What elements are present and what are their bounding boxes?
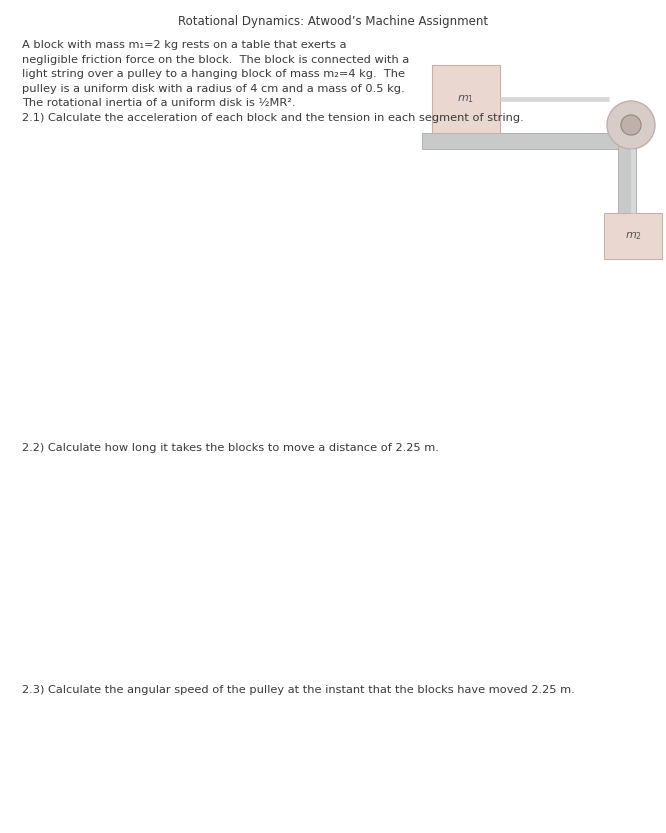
Text: $m_2$: $m_2$ <box>625 230 641 242</box>
Text: The rotational inertia of a uniform disk is ½MR².: The rotational inertia of a uniform disk… <box>22 98 296 108</box>
Text: light string over a pulley to a hanging block of mass m₂=4 kg.  The: light string over a pulley to a hanging … <box>22 69 405 79</box>
Text: 2.3) Calculate the angular speed of the pulley at the instant that the blocks ha: 2.3) Calculate the angular speed of the … <box>22 685 575 695</box>
Text: 2.2) Calculate how long it takes the blocks to move a distance of 2.25 m.: 2.2) Calculate how long it takes the blo… <box>22 443 439 453</box>
Bar <box>422 133 625 149</box>
Text: 2.1) Calculate the acceleration of each block and the tension in each segment of: 2.1) Calculate the acceleration of each … <box>22 112 523 122</box>
Text: A block with mass m₁=2 kg rests on a table that exerts a: A block with mass m₁=2 kg rests on a tab… <box>22 40 346 50</box>
Bar <box>604 213 662 259</box>
Text: pulley is a uniform disk with a radius of 4 cm and a mass of 0.5 kg.: pulley is a uniform disk with a radius o… <box>22 83 405 93</box>
Bar <box>432 65 500 133</box>
Text: $m_1$: $m_1$ <box>458 93 475 105</box>
Circle shape <box>621 115 641 135</box>
Text: Rotational Dynamics: Atwood’s Machine Assignment: Rotational Dynamics: Atwood’s Machine As… <box>178 15 488 28</box>
Bar <box>618 133 636 253</box>
Circle shape <box>607 101 655 149</box>
Text: negligible friction force on the block.  The block is connected with a: negligible friction force on the block. … <box>22 54 409 64</box>
